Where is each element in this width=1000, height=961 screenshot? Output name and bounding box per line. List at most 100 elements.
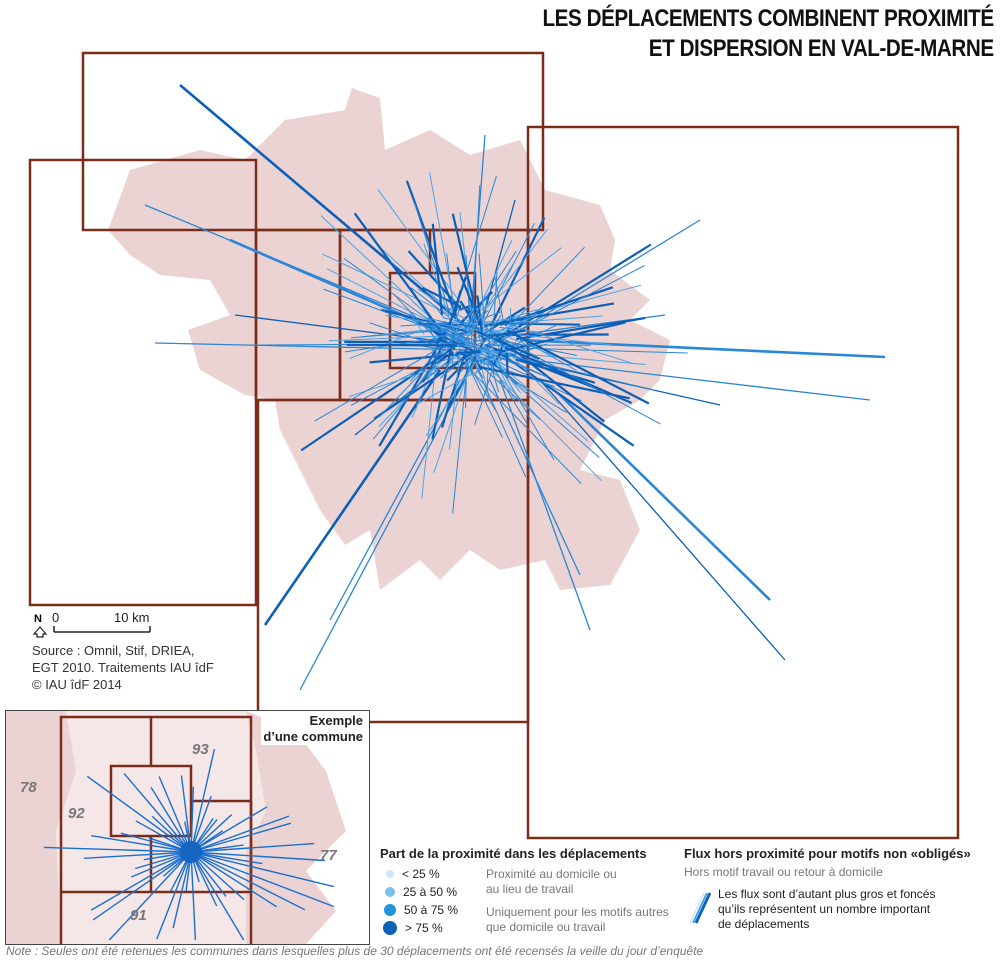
inset-flow-line xyxy=(190,851,334,908)
flow-line xyxy=(499,379,591,631)
flow-line xyxy=(486,338,490,393)
title-line-2: ET DISPERSION EN VAL-DE-MARNE xyxy=(649,35,994,62)
inset-flow-line xyxy=(172,851,192,929)
flow-line xyxy=(413,319,456,334)
flow-line xyxy=(461,327,611,346)
inset-flow-line xyxy=(190,815,290,853)
flow-line xyxy=(321,253,452,316)
inset-flow-line xyxy=(108,851,192,941)
flow-line xyxy=(466,261,515,339)
flow-line xyxy=(515,358,596,384)
flow-line xyxy=(514,246,585,322)
legend-dot-2 xyxy=(385,887,395,897)
flow-line xyxy=(299,369,471,691)
flow-line xyxy=(477,247,562,313)
inset-flow-line xyxy=(86,775,192,853)
flow-line xyxy=(519,338,886,359)
inset-flow-line xyxy=(90,851,192,911)
flow-line xyxy=(414,202,452,316)
flow-line xyxy=(489,315,502,333)
flow-line xyxy=(154,342,471,351)
flow-line xyxy=(432,345,465,349)
flow-line xyxy=(388,328,449,336)
inset-flow-line xyxy=(158,776,192,853)
flow-line xyxy=(474,371,493,425)
flow-line xyxy=(346,343,458,347)
flow-line xyxy=(492,353,555,461)
legend-note-2: Uniquement pour les motifs autres que do… xyxy=(486,905,676,935)
legend-class-3-label: 50 à 75 % xyxy=(404,903,459,917)
inset-flow-line xyxy=(123,773,192,853)
inset-flow-line xyxy=(190,851,325,862)
flow-line xyxy=(431,223,444,316)
flow-line xyxy=(484,327,487,329)
inset-flow-line xyxy=(190,851,197,941)
legend-note-1: Proximité au domicile ou au lieu de trav… xyxy=(486,867,676,897)
flow-line xyxy=(454,353,582,485)
scale-zero: 0 xyxy=(52,610,60,625)
flow-line xyxy=(456,349,467,359)
inset-flow-line xyxy=(150,787,192,853)
flow-line xyxy=(499,344,560,405)
flow-line xyxy=(428,326,439,348)
legend-dot-1 xyxy=(386,870,394,878)
flow-line xyxy=(447,354,460,364)
flow-line xyxy=(461,291,494,323)
map-title: LES DÉPLACEMENTS COMBINENT PROXIMITÉ ET … xyxy=(543,4,995,64)
boundaries xyxy=(28,51,960,840)
flow-line xyxy=(491,351,502,367)
flow-line xyxy=(328,335,449,342)
flow-line xyxy=(372,347,450,440)
inset-flow-line xyxy=(190,851,245,941)
legend-flux-title: Flux hors proximité pour motifs non «obl… xyxy=(684,846,971,861)
flow-line xyxy=(478,223,535,332)
flow-line xyxy=(491,331,661,425)
flow-line xyxy=(385,314,475,331)
inset-flow-line xyxy=(92,851,192,921)
inset-title-line-2: d’une commune xyxy=(263,729,363,744)
flow-line xyxy=(501,321,626,353)
legend-flux-desc-line-2: qu’ils représentent un nombre important xyxy=(718,902,931,916)
flow-line xyxy=(474,363,484,378)
legend-flux-desc-line-3: de déplacements xyxy=(718,917,810,931)
flow-line xyxy=(440,346,469,428)
flow-line xyxy=(517,347,688,354)
inset-flow-line xyxy=(190,822,292,853)
flow-line xyxy=(470,324,503,346)
flow-line xyxy=(326,268,445,330)
flow-line xyxy=(179,84,471,331)
flow-line xyxy=(459,360,491,366)
legend-dot-4 xyxy=(383,921,397,935)
legend-flux-description: Les flux sont d’autant plus gros et fonc… xyxy=(684,887,996,932)
flow-line xyxy=(469,357,555,387)
flow-line xyxy=(442,350,458,377)
flow-line xyxy=(491,309,538,325)
flow-line xyxy=(329,379,461,621)
north-label: N xyxy=(34,613,42,625)
flow-line xyxy=(493,243,652,344)
flow-line xyxy=(494,275,504,321)
flow-line xyxy=(410,287,450,318)
flow-line xyxy=(479,349,646,365)
inset-flow-line xyxy=(190,851,278,908)
inset-flow-line xyxy=(180,775,192,853)
flow-line xyxy=(263,369,442,626)
flow-line xyxy=(515,335,577,371)
flow-line xyxy=(488,350,656,391)
flux-line-icon xyxy=(689,892,712,924)
legend-flux-desc-line-1: Les flux sont d’autant plus gros et fonc… xyxy=(718,887,936,901)
flow-line xyxy=(463,328,491,348)
inset-flow-line xyxy=(120,832,192,853)
flow-line xyxy=(490,362,530,394)
flow-line xyxy=(452,370,468,514)
flow-line xyxy=(456,266,484,330)
flow-line xyxy=(435,331,446,345)
inset-flow-line xyxy=(43,846,192,853)
legend-dot-3 xyxy=(384,904,396,916)
inset-flow-line xyxy=(190,851,263,865)
flow-line xyxy=(449,317,477,333)
inset-flow-line xyxy=(190,748,216,853)
flow-line xyxy=(416,372,474,405)
inset-flow-line xyxy=(190,851,306,911)
footnote: Note : Seules ont été retenues les commu… xyxy=(6,944,704,958)
